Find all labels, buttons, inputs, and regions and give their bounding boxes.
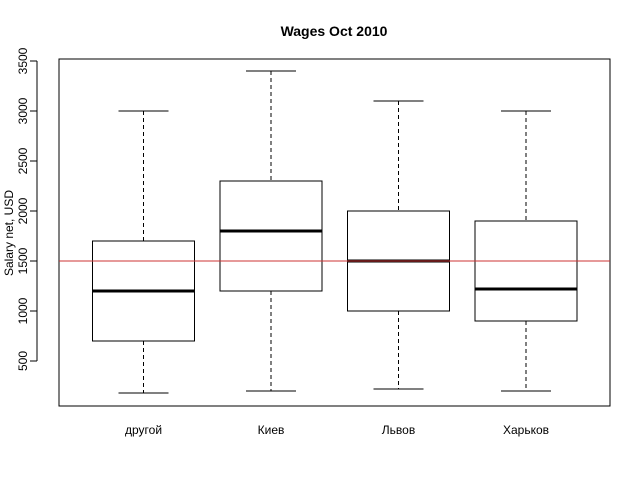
box-body xyxy=(474,220,578,322)
x-tick-label: другой xyxy=(125,423,162,437)
plot-frame xyxy=(58,58,611,407)
y-tick-label: 3500 xyxy=(16,47,30,74)
y-tick-label: 3000 xyxy=(16,97,30,124)
box-body xyxy=(219,180,323,292)
y-tick-label: 500 xyxy=(16,351,30,371)
y-tick-label: 2500 xyxy=(16,147,30,174)
x-tick-label: Львов xyxy=(382,423,415,437)
chart-title: Wages Oct 2010 xyxy=(281,23,388,39)
x-tick-label: Харьков xyxy=(503,423,549,437)
x-tick-label: Киев xyxy=(258,423,285,437)
y-tick-label: 1000 xyxy=(16,297,30,324)
y-tick-label: 1500 xyxy=(16,247,30,274)
y-tick-label: 2000 xyxy=(16,197,30,224)
y-axis-label: Salary net, USD xyxy=(2,190,16,276)
